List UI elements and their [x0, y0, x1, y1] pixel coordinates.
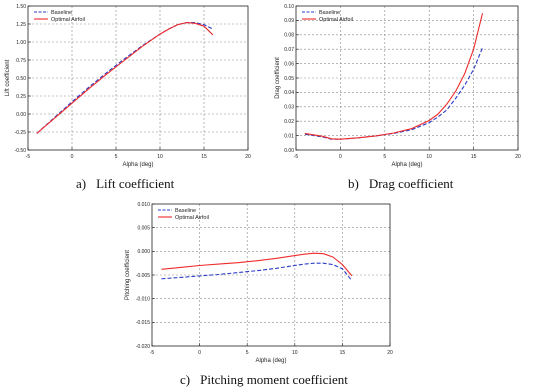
y-tick-label: -0.015	[136, 320, 150, 326]
y-tick-label: 0.02	[284, 119, 294, 125]
y-tick-label: 0.010	[137, 202, 150, 208]
caption-text: Drag coefficient	[368, 176, 454, 191]
y-tick-label: 0.07	[284, 47, 294, 53]
x-tick-label: -5	[294, 154, 299, 160]
y-tick-label: -0.020	[136, 344, 150, 350]
y-tick-label: 1.25	[16, 22, 26, 28]
caption-text: Pitching moment coefficient	[200, 372, 348, 387]
y-tick-label: 0.04	[284, 90, 294, 96]
x-tick-label: 0	[198, 350, 201, 356]
x-tick-label: 20	[515, 154, 521, 160]
y-tick-label: 0.00	[16, 112, 26, 118]
x-tick-label: 0	[339, 154, 342, 160]
x-tick-label: 5	[246, 350, 249, 356]
x-tick-label: 5	[115, 154, 118, 160]
legend-label: Optimal Airfoil	[51, 17, 85, 23]
pitching-moment-chart: -5 0 5 10 15 20 -0.020 -0.015 -0.010 -0.005 0.000 0…	[125, 202, 393, 364]
x-tick-label: 15	[340, 350, 346, 356]
x-tick-label: 10	[426, 154, 432, 160]
caption-text: Lift coefficient	[96, 176, 175, 191]
y-axis-label: Lift coefficient	[5, 59, 11, 96]
y-tick-label: 0.09	[284, 18, 294, 24]
x-axis-label: Alpha (deg)	[255, 358, 286, 364]
y-tick-label: 1.00	[16, 40, 26, 46]
y-tick-label: -0.005	[136, 273, 150, 279]
x-tick-label: 10	[157, 154, 163, 160]
lift-coefficient-chart: -5 0 5 10 15 20 -0.50 -0.25 0.00 0.25 0.50 0.75 1.00…	[5, 4, 251, 168]
series-line-optimal-airfoil	[161, 252, 353, 277]
y-tick-label: 0.50	[16, 76, 26, 82]
caption-drag: b) Drag coefficient	[348, 176, 453, 192]
legend-label: Baseline	[175, 208, 196, 214]
x-tick-label: 20	[245, 154, 251, 160]
drag-coefficient-chart: -5 0 5 10 15 20 0.00 0.01 0.02 0.03 0.04 0.05 0.06 0.…	[275, 4, 521, 168]
caption-label: c)	[180, 372, 191, 387]
y-tick-label: 0.05	[284, 76, 294, 82]
y-tick-label: 0.01	[284, 133, 294, 139]
y-tick-label: 0.000	[137, 249, 150, 255]
y-tick-label: 0.10	[284, 4, 294, 10]
series-line-baseline	[304, 47, 484, 140]
caption-lift: a) Lift coefficient	[76, 176, 174, 192]
legend-label: Baseline	[51, 10, 72, 16]
legend-label: Optimal Airfoil	[319, 17, 353, 23]
caption-label: b)	[348, 176, 359, 191]
series-line-optimal-airfoil	[36, 22, 214, 134]
y-tick-label: 0.00	[284, 148, 294, 154]
y-tick-label: -0.50	[15, 148, 27, 154]
y-tick-label: -0.25	[15, 130, 27, 136]
y-tick-label: 0.03	[284, 105, 294, 111]
x-axis-label: Alpha (deg)	[391, 162, 422, 168]
y-tick-label: 0.06	[284, 61, 294, 67]
y-tick-label: 0.005	[137, 225, 150, 231]
x-tick-label: -5	[26, 154, 31, 160]
x-tick-label: 20	[387, 350, 393, 356]
y-axis-label: Drag coefficient	[275, 57, 281, 99]
legend-label: Baseline	[319, 10, 340, 16]
x-tick-label: 0	[71, 154, 74, 160]
y-tick-label: 1.50	[16, 4, 26, 10]
y-tick-label: -0.010	[136, 296, 150, 302]
x-tick-label: 15	[201, 154, 207, 160]
caption-label: a)	[76, 176, 87, 191]
x-tick-label: -5	[150, 350, 155, 356]
caption-pitching: c) Pitching moment coefficient	[180, 372, 348, 388]
legend-label: Optimal Airfoil	[175, 215, 209, 221]
series-line-optimal-airfoil	[304, 13, 484, 140]
y-tick-label: 0.75	[16, 58, 26, 64]
y-tick-label: 0.08	[284, 33, 294, 39]
x-tick-label: 10	[292, 350, 298, 356]
plot-frame	[151, 203, 391, 347]
x-axis-label: Alpha (deg)	[122, 162, 153, 168]
x-tick-label: 5	[383, 154, 386, 160]
series-line-baseline	[161, 262, 353, 282]
x-tick-label: 15	[471, 154, 477, 160]
y-axis-label: Pitching coefficient	[125, 250, 131, 300]
y-tick-label: 0.25	[16, 94, 26, 100]
